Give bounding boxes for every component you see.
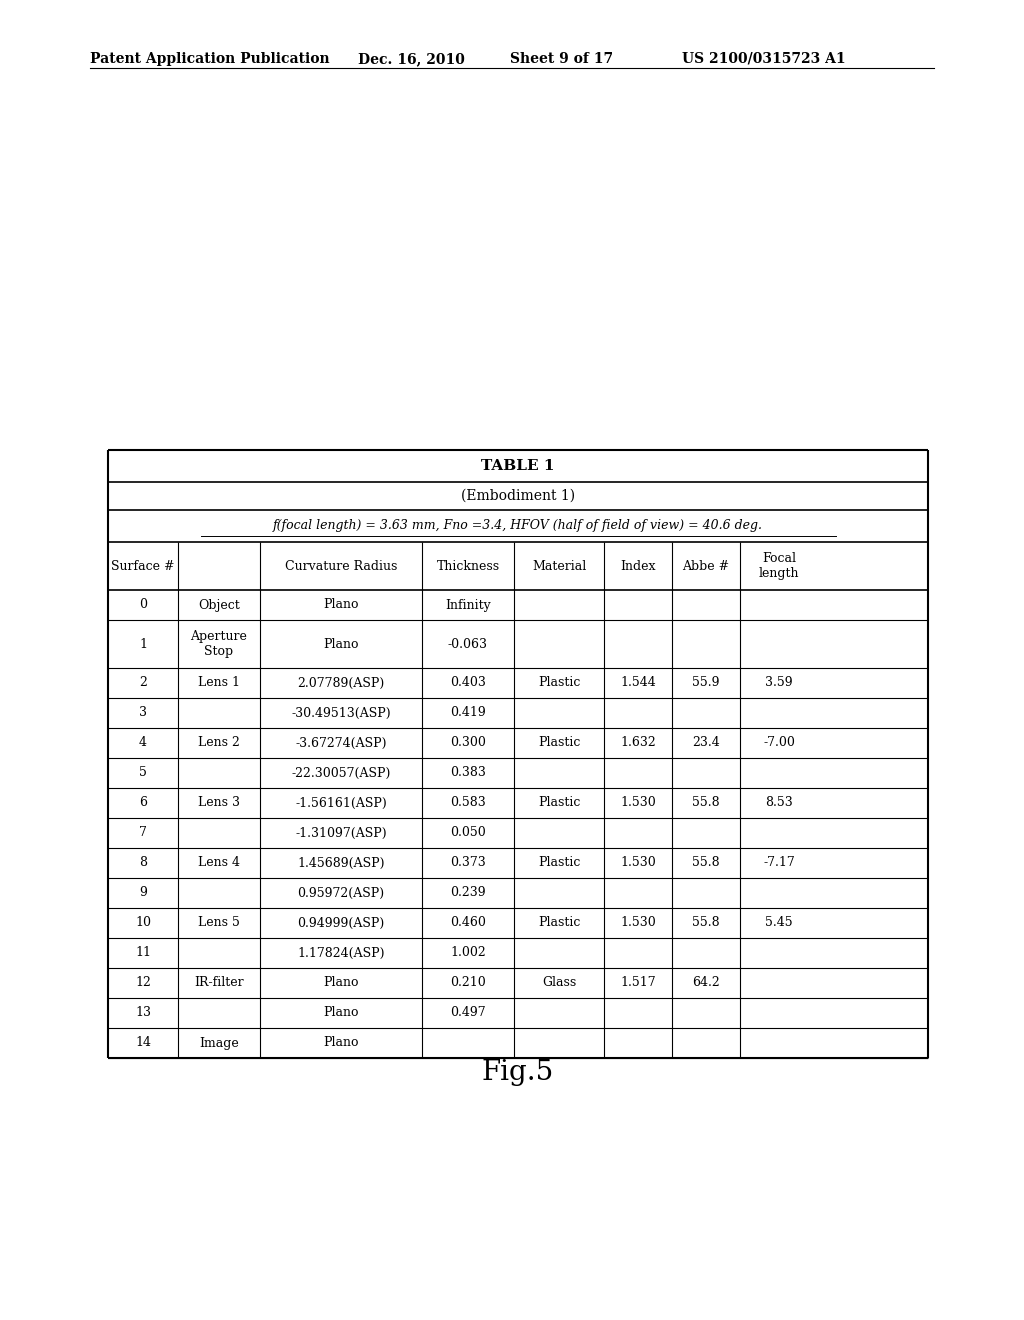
Text: 55.8: 55.8 [692,916,720,929]
Text: 0.210: 0.210 [451,977,485,990]
Text: Material: Material [531,560,586,573]
Text: 1: 1 [139,638,147,651]
Text: 0.94999(ASP): 0.94999(ASP) [297,916,385,929]
Text: 2.07789(ASP): 2.07789(ASP) [297,676,385,689]
Text: 0.95972(ASP): 0.95972(ASP) [297,887,385,899]
Text: -7.17: -7.17 [763,857,795,870]
Text: Glass: Glass [542,977,577,990]
Text: Patent Application Publication: Patent Application Publication [90,51,330,66]
Text: Plano: Plano [324,638,358,651]
Text: 5: 5 [139,767,146,780]
Text: Sheet 9 of 17: Sheet 9 of 17 [510,51,613,66]
Text: -0.063: -0.063 [449,638,488,651]
Text: 1.45689(ASP): 1.45689(ASP) [297,857,385,870]
Text: 8.53: 8.53 [765,796,793,809]
Text: -1.56161(ASP): -1.56161(ASP) [295,796,387,809]
Text: Thickness: Thickness [436,560,500,573]
Text: Plano: Plano [324,1036,358,1049]
Text: US 2100/0315723 A1: US 2100/0315723 A1 [682,51,846,66]
Text: Curvature Radius: Curvature Radius [285,560,397,573]
Text: 1.544: 1.544 [621,676,656,689]
Text: 0.050: 0.050 [451,826,485,840]
Text: Plastic: Plastic [538,857,581,870]
Text: 11: 11 [135,946,151,960]
Text: 1.517: 1.517 [621,977,655,990]
Text: Lens 2: Lens 2 [198,737,240,750]
Text: 13: 13 [135,1006,151,1019]
Text: 0.460: 0.460 [451,916,486,929]
Text: Dec. 16, 2010: Dec. 16, 2010 [358,51,465,66]
Text: 0.239: 0.239 [451,887,485,899]
Text: Plastic: Plastic [538,916,581,929]
Text: 9: 9 [139,887,146,899]
Text: 1.530: 1.530 [621,857,656,870]
Text: 5.45: 5.45 [765,916,793,929]
Text: 7: 7 [139,826,146,840]
Text: 3: 3 [139,706,147,719]
Text: Plano: Plano [324,1006,358,1019]
Text: 0.383: 0.383 [451,767,486,780]
Text: Plastic: Plastic [538,737,581,750]
Text: 1.632: 1.632 [621,737,656,750]
Text: f(focal length) = 3.63 mm, Fno =3.4, HFOV (half of field of view) = 40.6 deg.: f(focal length) = 3.63 mm, Fno =3.4, HFO… [273,520,763,532]
Text: 8: 8 [139,857,147,870]
Text: Plano: Plano [324,598,358,611]
Text: 1.17824(ASP): 1.17824(ASP) [297,946,385,960]
Text: -1.31097(ASP): -1.31097(ASP) [295,826,387,840]
Text: 1.530: 1.530 [621,916,656,929]
Text: Index: Index [621,560,655,573]
Text: 55.8: 55.8 [692,796,720,809]
Text: 4: 4 [139,737,147,750]
Text: 12: 12 [135,977,151,990]
Text: 55.9: 55.9 [692,676,720,689]
Text: Image: Image [199,1036,239,1049]
Text: Fig.5: Fig.5 [482,1059,554,1085]
Text: -7.00: -7.00 [763,737,795,750]
Text: 10: 10 [135,916,151,929]
Text: Lens 1: Lens 1 [198,676,240,689]
Text: 0: 0 [139,598,147,611]
Text: 0.497: 0.497 [451,1006,485,1019]
Text: 0.403: 0.403 [451,676,486,689]
Text: Plano: Plano [324,977,358,990]
Text: 55.8: 55.8 [692,857,720,870]
Text: 64.2: 64.2 [692,977,720,990]
Text: -3.67274(ASP): -3.67274(ASP) [295,737,387,750]
Text: 6: 6 [139,796,147,809]
Text: Plastic: Plastic [538,676,581,689]
Text: Abbe #: Abbe # [682,560,729,573]
Text: 0.300: 0.300 [451,737,486,750]
Text: 1.530: 1.530 [621,796,656,809]
Text: IR-filter: IR-filter [195,977,244,990]
Text: Lens 4: Lens 4 [198,857,240,870]
Text: Plastic: Plastic [538,796,581,809]
Text: (Embodiment 1): (Embodiment 1) [461,488,575,503]
Text: 0.419: 0.419 [451,706,485,719]
Text: 1.002: 1.002 [451,946,485,960]
Text: 0.373: 0.373 [451,857,485,870]
Text: 23.4: 23.4 [692,737,720,750]
Text: Surface #: Surface # [112,560,175,573]
Text: -30.49513(ASP): -30.49513(ASP) [291,706,391,719]
Text: 0.583: 0.583 [451,796,485,809]
Text: Object: Object [198,598,240,611]
Text: Infinity: Infinity [445,598,490,611]
Text: -22.30057(ASP): -22.30057(ASP) [291,767,391,780]
Text: TABLE 1: TABLE 1 [481,459,555,473]
Text: 2: 2 [139,676,146,689]
Text: Lens 5: Lens 5 [198,916,240,929]
Text: Focal
length: Focal length [759,552,800,579]
Text: 14: 14 [135,1036,151,1049]
Text: Aperture
Stop: Aperture Stop [190,630,248,657]
Text: Lens 3: Lens 3 [198,796,240,809]
Text: 3.59: 3.59 [765,676,793,689]
